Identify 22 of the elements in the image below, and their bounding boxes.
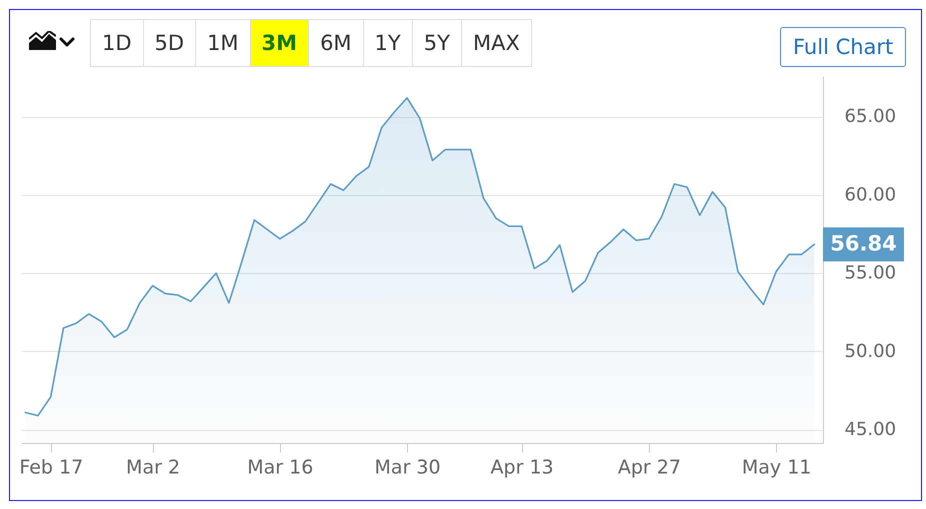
range-button: 1Y bbox=[362, 19, 413, 67]
range-button: 1D bbox=[90, 19, 144, 67]
y-tick-label: 55.00 bbox=[844, 262, 896, 284]
range-button: 5D bbox=[142, 19, 196, 67]
x-tick-label: Feb 17 bbox=[19, 456, 84, 478]
y-tick-label: 65.00 bbox=[844, 106, 896, 128]
x-tick-label: Mar 16 bbox=[247, 456, 314, 478]
range-button: 5Y bbox=[412, 19, 462, 67]
range-button: 1M bbox=[195, 19, 251, 67]
x-tick-label: Mar 2 bbox=[126, 456, 180, 478]
x-tick-label: Apr 27 bbox=[618, 456, 681, 478]
y-tick-label: 45.00 bbox=[844, 419, 896, 440]
data-label: 56.84 bbox=[830, 231, 897, 256]
x-tick-label: Apr 13 bbox=[490, 456, 554, 478]
y-tick-label: 50.00 bbox=[844, 340, 896, 362]
range-button: MAX bbox=[460, 19, 532, 67]
range-button: 6M bbox=[308, 19, 364, 67]
y-tick-label: 60.00 bbox=[844, 184, 896, 206]
x-tick-label: May 11 bbox=[742, 456, 812, 478]
x-tick-label: Mar 30 bbox=[374, 456, 441, 478]
link-button: Full Chart bbox=[780, 27, 906, 67]
range-button: 3M bbox=[250, 19, 310, 67]
